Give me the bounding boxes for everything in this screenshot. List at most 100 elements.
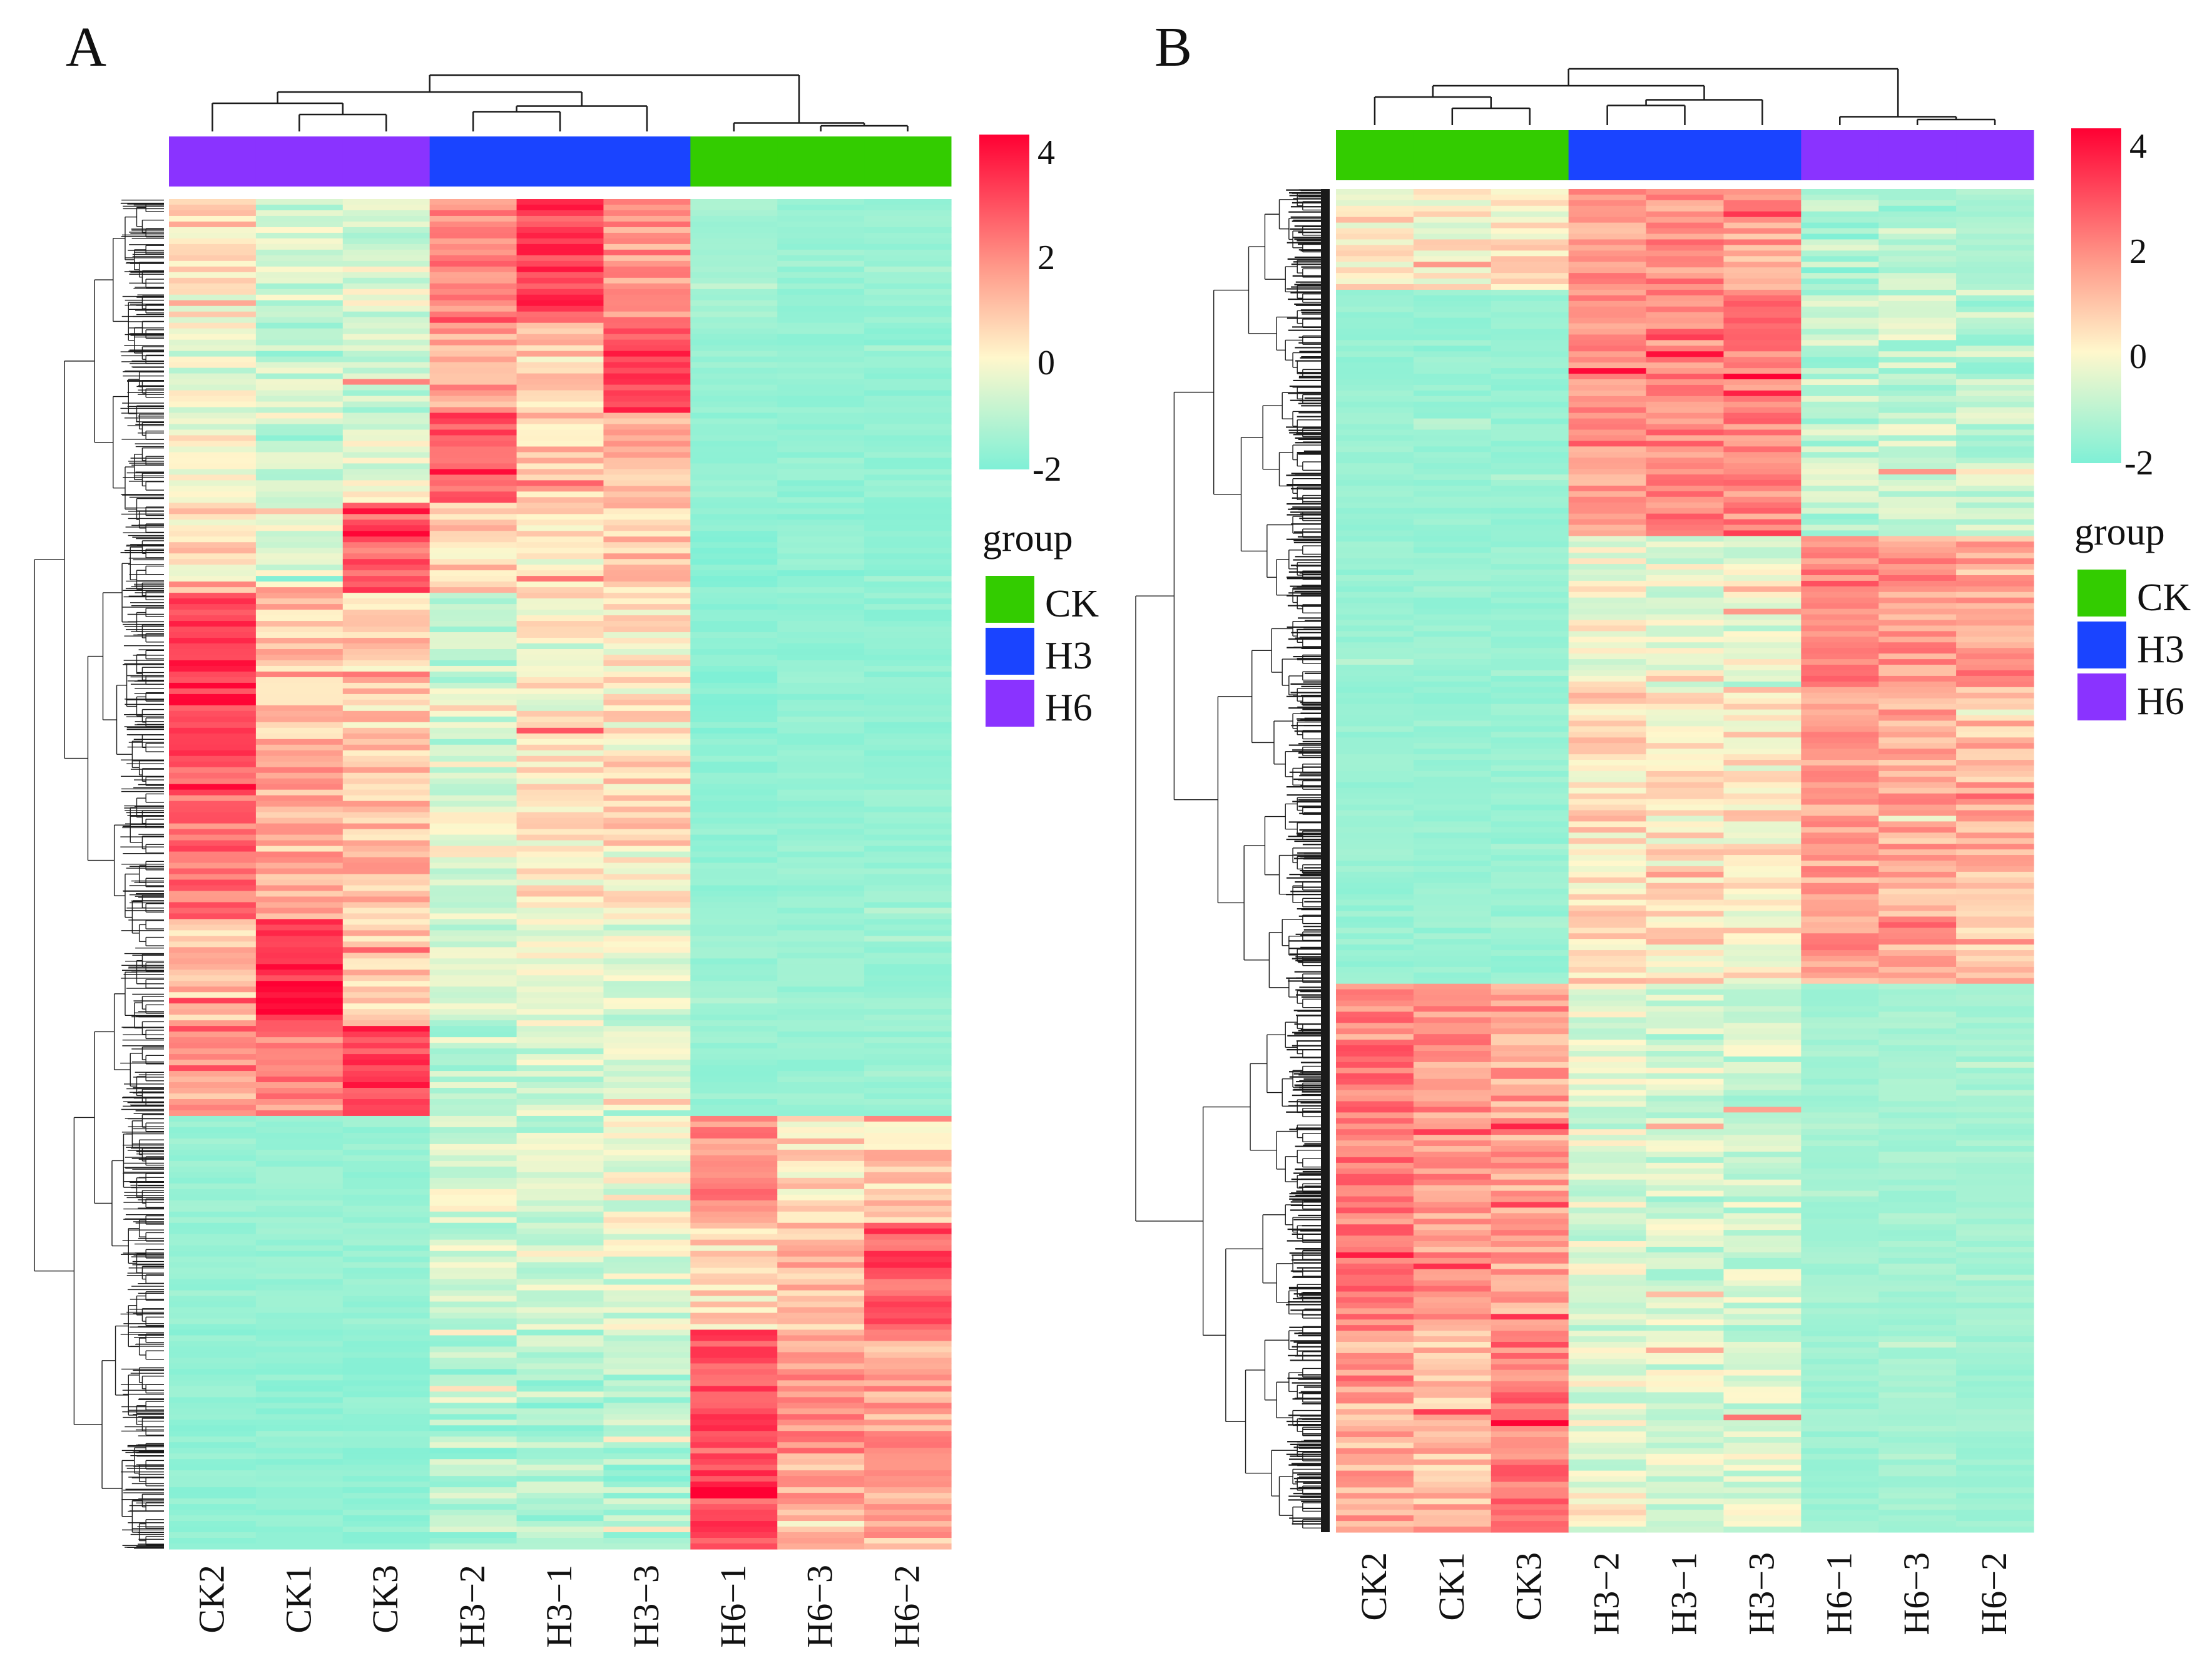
heatmap-cell <box>516 210 604 217</box>
heatmap-cell <box>1568 659 1647 665</box>
heatmap-cell <box>603 851 691 858</box>
heatmap-cell <box>1568 519 1647 526</box>
heatmap-cell <box>342 1262 431 1269</box>
heatmap-cell <box>169 1504 257 1510</box>
heatmap-cell <box>429 1414 517 1420</box>
heatmap-cell <box>864 688 952 695</box>
heatmap-cell <box>1336 491 1414 498</box>
heatmap-cell <box>516 778 604 785</box>
heatmap-cell <box>169 215 257 222</box>
heatmap-cell <box>777 1448 865 1454</box>
heatmap-cell <box>864 1138 952 1145</box>
heatmap-cell <box>1723 670 1802 677</box>
heatmap-cell <box>1491 345 1569 352</box>
heatmap-cell <box>255 1363 344 1369</box>
heatmap-cell <box>1723 631 1802 637</box>
heatmap-cell <box>1413 329 1492 335</box>
heatmap-cell <box>1413 765 1492 772</box>
heatmap-cell <box>429 1296 517 1302</box>
heatmap-cell <box>777 1043 865 1049</box>
heatmap-cell <box>690 1234 778 1241</box>
heatmap-cell <box>1491 222 1569 229</box>
heatmap-cell <box>255 322 344 329</box>
heatmap-cell <box>429 424 517 431</box>
heatmap-cell <box>1801 648 1879 654</box>
heatmap-cell <box>1336 541 1414 548</box>
heatmap-cell <box>1878 536 1957 542</box>
heatmap-cell <box>864 772 952 779</box>
heatmap-cell <box>516 829 604 836</box>
heatmap-cell <box>864 581 952 588</box>
heatmap-cell <box>1413 362 1492 369</box>
heatmap-cell <box>603 772 691 779</box>
heatmap-cell <box>516 1346 604 1353</box>
heatmap-cell <box>255 688 344 695</box>
heatmap-cell <box>1413 525 1492 531</box>
heatmap-cell <box>255 879 344 886</box>
heatmap-cell <box>603 531 691 537</box>
heatmap-cell <box>169 699 257 706</box>
heatmap-cell <box>690 1003 778 1010</box>
heatmap-cell <box>603 874 691 881</box>
heatmap-cell <box>429 199 517 205</box>
heatmap-cell <box>255 632 344 638</box>
heatmap-cell <box>429 610 517 616</box>
heatmap-cell <box>690 998 778 1004</box>
heatmap-cell <box>1413 709 1492 716</box>
heatmap-cell <box>429 587 517 593</box>
heatmap-cell <box>864 879 952 886</box>
heatmap-cell <box>516 1504 604 1510</box>
heatmap-cell <box>1413 491 1492 498</box>
heatmap-cell <box>1801 670 1879 677</box>
heatmap-cell <box>1723 675 1802 682</box>
heatmap-cell <box>1646 687 1725 693</box>
heatmap-cell <box>169 548 257 554</box>
heatmap-cell <box>255 503 344 509</box>
heatmap-cell <box>429 1341 517 1348</box>
heatmap-cell <box>516 1239 604 1246</box>
heatmap-cell <box>603 806 691 813</box>
heatmap-cell <box>603 1160 691 1167</box>
heatmap-cell <box>255 1442 344 1448</box>
heatmap-cell <box>690 784 778 791</box>
heatmap-cell <box>603 367 691 374</box>
heatmap-cell <box>169 412 257 419</box>
heatmap-cell <box>255 1504 344 1510</box>
heatmap-cell <box>169 232 257 239</box>
heatmap-cell <box>690 739 778 745</box>
heatmap-cell <box>1413 267 1492 274</box>
heatmap-cell <box>603 936 691 942</box>
heatmap-cell <box>1413 591 1492 598</box>
heatmap-cell <box>690 491 778 498</box>
heatmap-cell <box>1646 496 1725 503</box>
heatmap-cell <box>603 1048 691 1055</box>
heatmap-cell <box>1878 648 1957 654</box>
heatmap-cell <box>1956 754 2034 760</box>
heatmap-cell <box>169 249 257 256</box>
heatmap-cell <box>342 1284 431 1291</box>
heatmap-cell <box>342 283 431 290</box>
heatmap-cell <box>1336 228 1414 235</box>
heatmap-cell <box>342 1386 431 1392</box>
heatmap-cell <box>690 559 778 565</box>
heatmap-cell <box>777 199 865 205</box>
heatmap-cell <box>429 1222 517 1229</box>
heatmap-cell <box>255 665 344 672</box>
heatmap-cell <box>1336 317 1414 324</box>
heatmap-cell <box>429 739 517 745</box>
heatmap-cell <box>603 277 691 284</box>
heatmap-cell <box>1646 675 1725 682</box>
heatmap-cell <box>864 1515 952 1522</box>
heatmap-cell <box>342 638 431 644</box>
heatmap-cell <box>1723 239 1802 246</box>
heatmap-cell <box>603 1363 691 1369</box>
heatmap-cell <box>777 851 865 858</box>
heatmap-cell <box>1723 384 1802 391</box>
heatmap-cell <box>690 508 778 514</box>
heatmap-cell <box>342 289 431 295</box>
heatmap-cell <box>1801 743 1879 749</box>
heatmap-cell <box>777 514 865 520</box>
heatmap-cell <box>1413 194 1492 201</box>
heatmap-cell <box>864 204 952 211</box>
heatmap-cell <box>516 1386 604 1392</box>
